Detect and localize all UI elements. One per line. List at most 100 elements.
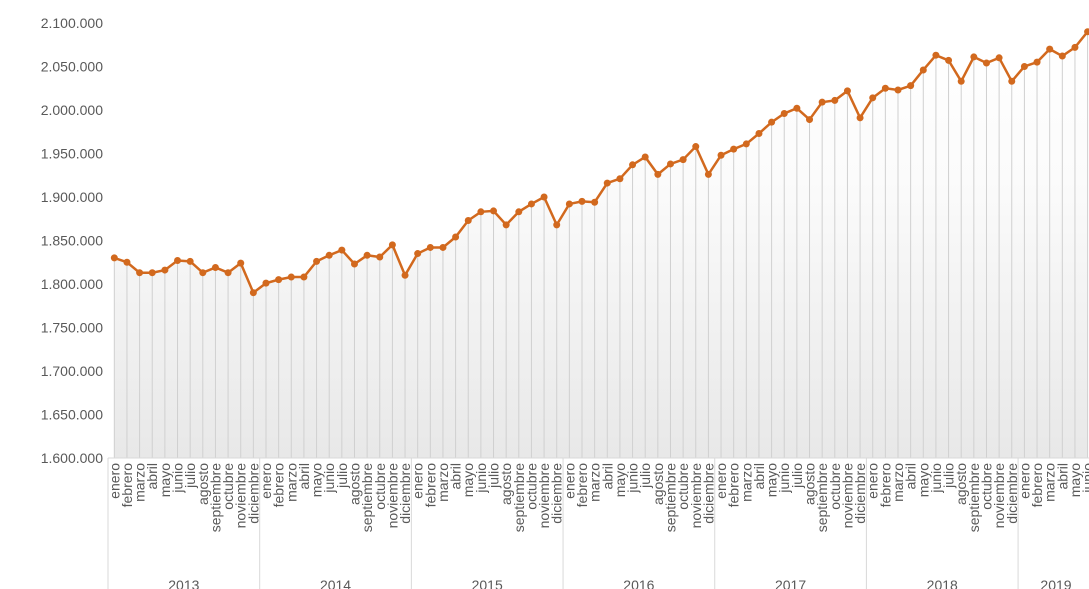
point [869,94,877,102]
year-label: 2017 [775,577,806,589]
point [123,258,131,266]
x-tick-label: julio [334,463,350,489]
point [565,200,573,208]
point [629,161,637,169]
point [275,276,283,284]
x-tick-label: abril [448,463,464,489]
x-tick-label: enero [1016,463,1032,499]
year-label: 2019 [1040,577,1071,589]
point [363,251,371,259]
x-tick-label: enero [865,463,881,499]
x-tick-label: agosto [498,463,514,505]
x-tick-label: noviembre [384,463,400,529]
point [1084,28,1089,36]
x-tick-label: junio [170,463,186,494]
point [591,198,599,206]
x-tick-label: octubre [827,463,843,510]
x-tick-label: noviembre [991,463,1007,529]
x-tick-label: diciembre [700,463,716,524]
point [919,66,927,74]
x-tick-label: diciembre [1004,463,1020,524]
x-tick-label: junio [776,463,792,494]
point [679,156,687,164]
point [831,96,839,104]
point [578,197,586,205]
point [490,207,498,215]
point [515,208,523,216]
point [793,104,801,112]
point [654,170,662,178]
x-tick-label: octubre [978,463,994,510]
point [540,193,548,201]
x-tick-label: julio [941,463,957,489]
point [881,84,889,92]
point [527,200,535,208]
point [211,263,219,271]
x-tick-label: mayo [612,463,628,497]
x-tick-label: diciembre [852,463,868,524]
point [325,251,333,259]
point [755,129,763,137]
x-tick-label: febrero [1029,463,1045,508]
x-tick-label: abril [751,463,767,489]
x-tick-label: mayo [1067,463,1083,497]
point [477,208,485,216]
point [818,98,826,106]
point [174,257,182,265]
x-tick-label: septiembre [662,463,678,532]
x-tick-label: agosto [650,463,666,505]
point [907,82,915,90]
point [768,118,776,126]
point [452,233,460,241]
x-tick-label: junio [625,463,641,494]
point [262,279,270,287]
y-tick-label: 2.100.000 [41,15,103,31]
x-tick-label: mayo [764,463,780,497]
x-tick-label: julio [637,463,653,489]
x-tick-label: marzo [738,463,754,502]
point [742,140,750,148]
x-tick-label: mayo [915,463,931,497]
point [313,257,321,265]
year-label: 2018 [927,577,958,589]
x-tick-label: mayo [157,463,173,497]
x-tick-label: marzo [890,463,906,502]
point [249,289,257,297]
point [616,175,624,183]
y-tick-label: 1.750.000 [41,320,103,336]
point [843,87,851,95]
y-tick-label: 2.000.000 [41,102,103,118]
point [502,221,510,229]
point [666,160,674,168]
area [114,31,1088,458]
point [957,77,965,85]
x-tick-label: agosto [195,463,211,505]
point [338,246,346,254]
x-tick-label: febrero [574,463,590,508]
x-tick-label: septiembre [966,463,982,532]
x-tick-label: marzo [132,463,148,502]
point [136,269,144,277]
x-tick-label: febrero [422,463,438,508]
point [970,53,978,61]
point [376,253,384,261]
x-tick-label: julio [486,463,502,489]
x-tick-label: abril [1054,463,1070,489]
point [1071,43,1079,51]
point [300,273,308,281]
y-tick-label: 1.700.000 [41,363,103,379]
x-tick-label: noviembre [233,463,249,529]
year-label: 2013 [168,577,199,589]
point [995,54,1003,62]
x-tick-label: octubre [523,463,539,510]
x-tick-label: mayo [460,463,476,497]
x-tick-label: febrero [877,463,893,508]
x-tick-label: enero [561,463,577,499]
x-tick-label: agosto [953,463,969,505]
x-tick-label: marzo [283,463,299,502]
point [717,151,725,159]
point [641,153,649,161]
x-tick-label: diciembre [245,463,261,524]
point [224,269,232,277]
